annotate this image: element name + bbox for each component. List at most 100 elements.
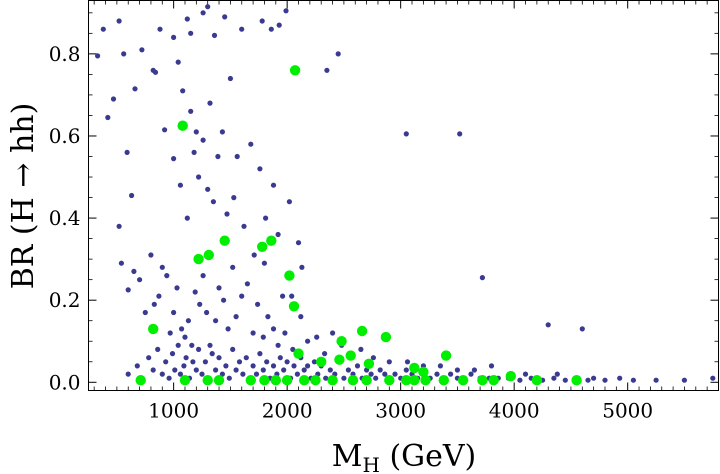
- data-point-blue: [142, 309, 148, 316]
- data-point-green: [571, 375, 582, 386]
- data-point-blue: [230, 346, 236, 352]
- data-point-blue: [290, 346, 296, 352]
- data-point-blue: [175, 342, 181, 348]
- data-point-blue: [311, 359, 317, 365]
- data-point-blue: [248, 141, 254, 147]
- data-point-green: [245, 375, 256, 386]
- data-point-blue: [448, 371, 454, 377]
- data-point-blue: [257, 351, 263, 357]
- data-point-blue: [243, 355, 249, 361]
- data-point-blue: [404, 359, 411, 365]
- data-point-green: [202, 375, 213, 386]
- data-point-green: [281, 375, 293, 386]
- data-point-green: [257, 241, 268, 252]
- data-point-blue: [377, 367, 383, 373]
- data-point-blue: [322, 351, 328, 357]
- data-point-blue: [244, 281, 250, 287]
- data-point-blue: [181, 363, 187, 369]
- data-point-green: [259, 375, 270, 386]
- y-axis-title: BR (H → hh): [6, 103, 41, 290]
- data-point-blue: [139, 47, 145, 53]
- x-tick-label: 1000: [148, 399, 199, 423]
- data-point-blue: [150, 367, 156, 373]
- data-point-blue: [471, 367, 477, 373]
- data-point-blue: [630, 377, 637, 383]
- data-point-green: [347, 375, 359, 386]
- x-axis-title-main: M: [332, 439, 363, 474]
- data-point-blue: [95, 53, 101, 59]
- data-point-blue: [129, 192, 135, 199]
- data-point-blue: [118, 260, 124, 266]
- data-point-blue: [177, 182, 183, 188]
- data-point-blue: [205, 4, 211, 10]
- data-point-blue: [164, 273, 170, 279]
- data-point-blue: [286, 199, 292, 205]
- data-point-blue: [259, 18, 265, 24]
- data-point-blue: [368, 371, 374, 377]
- data-point-blue: [234, 153, 240, 160]
- data-point-blue: [185, 318, 191, 324]
- data-point-blue: [125, 371, 131, 377]
- data-point-blue: [562, 377, 568, 383]
- y-tick-label: 0.0: [49, 370, 81, 394]
- data-point-blue: [468, 371, 474, 377]
- data-point-blue: [163, 359, 169, 365]
- data-point-blue: [330, 330, 336, 336]
- data-point-blue: [275, 231, 281, 238]
- data-point-blue: [335, 51, 341, 57]
- data-point-blue: [175, 59, 181, 65]
- data-point-blue: [341, 375, 347, 381]
- data-point-blue: [314, 334, 320, 340]
- data-point-blue: [551, 375, 557, 381]
- data-point-blue: [159, 371, 165, 377]
- data-point-blue: [172, 367, 178, 373]
- data-point-blue: [216, 285, 222, 291]
- data-point-blue: [184, 16, 190, 22]
- data-point-blue: [200, 137, 206, 143]
- data-point-blue: [479, 275, 485, 281]
- data-point-blue: [270, 363, 277, 369]
- data-point-blue: [188, 30, 194, 36]
- data-point-blue: [184, 215, 190, 221]
- x-tick-label: 4000: [489, 399, 540, 423]
- data-point-green: [420, 375, 431, 386]
- data-point-blue: [289, 293, 295, 299]
- data-point-blue: [216, 355, 222, 361]
- data-point-green: [438, 375, 449, 386]
- data-point-blue: [116, 18, 122, 24]
- data-point-blue: [257, 166, 263, 172]
- x-tick-label: 3000: [375, 399, 426, 423]
- plot-frame: [88, 0, 719, 391]
- data-point-blue: [305, 363, 311, 369]
- data-point-blue: [617, 375, 623, 381]
- data-point-blue: [354, 363, 361, 369]
- data-point-blue: [224, 211, 230, 217]
- data-point-blue: [253, 371, 260, 377]
- data-point-green: [270, 375, 281, 386]
- data-point-blue: [157, 26, 163, 32]
- data-point-blue: [305, 338, 311, 344]
- data-point-blue: [591, 375, 597, 381]
- data-point-blue: [210, 199, 216, 205]
- data-point-green: [289, 65, 301, 76]
- data-point-blue: [298, 314, 304, 320]
- data-point-blue: [294, 371, 300, 377]
- data-point-blue: [193, 129, 199, 135]
- data-point-blue: [174, 285, 180, 291]
- data-point-blue: [295, 240, 302, 246]
- data-point-blue: [215, 153, 221, 160]
- data-point-blue: [213, 367, 219, 373]
- data-point-blue: [261, 260, 267, 266]
- data-point-blue: [284, 359, 290, 365]
- data-point-blue: [202, 359, 208, 365]
- data-point-blue: [207, 342, 213, 348]
- data-point-green: [288, 301, 300, 312]
- data-point-green: [356, 325, 368, 337]
- data-point-green: [505, 370, 516, 382]
- data-point-blue: [223, 363, 229, 369]
- data-point-blue: [193, 367, 199, 373]
- data-point-blue: [137, 277, 143, 283]
- data-point-blue: [403, 131, 409, 137]
- data-point-blue: [159, 264, 165, 270]
- data-point-blue: [166, 375, 172, 381]
